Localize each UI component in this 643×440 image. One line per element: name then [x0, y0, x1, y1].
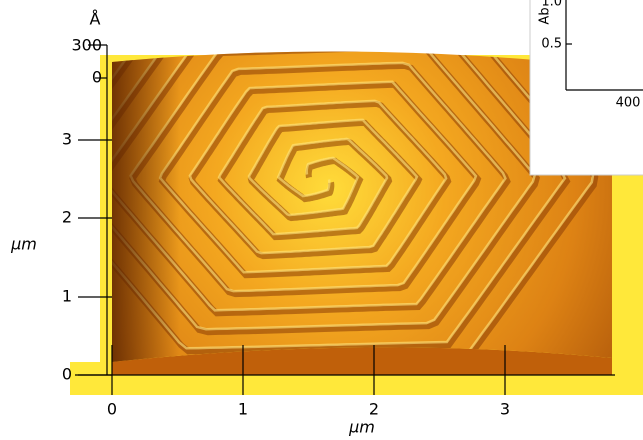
inset-x-tick: 400	[616, 96, 641, 111]
z-tick-label: 0	[92, 68, 102, 87]
x-axis-label: μm	[348, 418, 375, 437]
x-tick-label: 1	[238, 400, 248, 419]
x-tick-label: 3	[500, 400, 510, 419]
afm-figure: Ab 1.0 0.5 400 Å 300 0 0 1 2 3 0 1 2 3 μm μm	[0, 0, 643, 440]
z-tick-label: 300	[71, 36, 102, 55]
inset-y-label: Ab	[538, 7, 553, 24]
inset-y-tick: 0.5	[541, 37, 562, 52]
inset	[530, 0, 643, 175]
y-tick-label: 1	[62, 287, 72, 306]
y-tick-label: 2	[62, 208, 72, 227]
y-axis-label: μm	[10, 235, 37, 254]
y-tick-label: 0	[62, 365, 72, 384]
x-tick-label: 0	[107, 400, 117, 419]
inset-y-tick: 1.0	[541, 0, 562, 10]
y-tick-label: 3	[62, 130, 72, 149]
edge-shade	[110, 40, 180, 370]
x-tick-label: 2	[369, 400, 379, 419]
z-unit: Å	[90, 10, 101, 29]
